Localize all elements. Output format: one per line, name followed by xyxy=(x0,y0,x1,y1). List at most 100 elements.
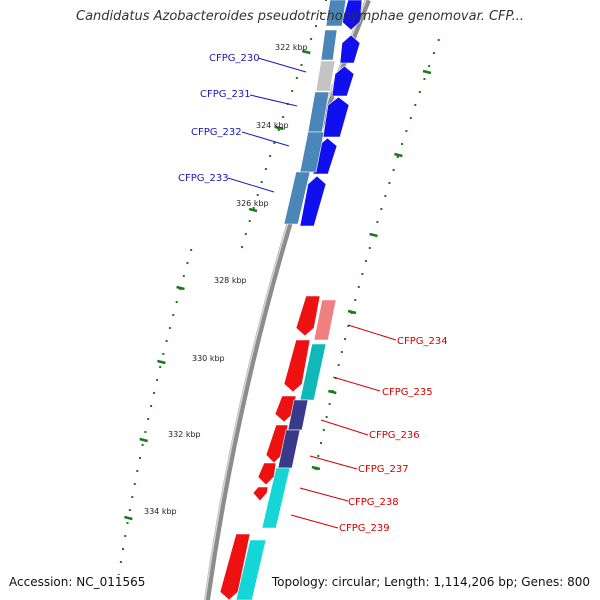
tick-dot-outer xyxy=(322,429,325,431)
tick-dot-inner xyxy=(282,116,285,118)
tick-dot-outer xyxy=(396,156,399,158)
gene-label-CFPG_232[interactable]: CFPG_232 xyxy=(191,127,242,138)
gene-block-CFPG_229[interactable] xyxy=(325,0,347,27)
tick-major xyxy=(301,49,311,55)
gene-block-CFPG_234[interactable] xyxy=(313,299,337,341)
tick-dot-outer xyxy=(401,143,404,145)
tick-dot-inner xyxy=(300,64,303,66)
tick-major xyxy=(157,359,166,365)
cds-arrow[interactable] xyxy=(339,34,361,64)
gene-block-CFPG_239[interactable] xyxy=(235,539,267,600)
leader-line xyxy=(257,57,307,73)
tick-major xyxy=(327,389,337,395)
tick-dot-outer xyxy=(325,416,328,418)
tick-label: 330 kbp xyxy=(192,354,225,363)
tick-marks xyxy=(124,49,432,521)
tick-dot-inner xyxy=(175,301,178,303)
gene-block-CFPG_233[interactable] xyxy=(283,171,311,225)
tick-dot-outer xyxy=(432,52,435,54)
tick-dot-inner xyxy=(252,207,255,209)
tick-dot-outer xyxy=(376,221,379,223)
cds-arrow[interactable] xyxy=(257,462,277,486)
cds-arrow[interactable] xyxy=(299,175,327,227)
tick-dot-inner xyxy=(168,327,171,329)
tick-dot-outer xyxy=(317,455,320,457)
tick-dot-outer xyxy=(354,299,357,301)
gene-block-CFPG_235[interactable] xyxy=(299,343,327,401)
tick-dot-inner xyxy=(136,470,139,472)
tick-dot-inner xyxy=(186,262,189,264)
tick-dot-outer xyxy=(368,247,371,249)
tick-dot-inner xyxy=(141,444,144,446)
gene-label-CFPG_236[interactable]: CFPG_236 xyxy=(369,430,420,441)
tick-dot-inner xyxy=(150,405,153,407)
tick-dot-inner xyxy=(314,25,317,27)
tick-dot-outer xyxy=(428,65,431,67)
tick-label: 328 kbp xyxy=(214,276,247,285)
tick-dot-inner xyxy=(269,155,272,157)
tick-dot-outer xyxy=(380,208,383,210)
tick-dot-inner xyxy=(147,418,150,420)
tick-dot-outer xyxy=(405,130,408,132)
gene-label-CFPG_230[interactable]: CFPG_230 xyxy=(209,53,260,64)
tick-dot-inner xyxy=(138,457,141,459)
tick-dot-outer xyxy=(409,117,412,119)
tick-dot-inner xyxy=(131,496,134,498)
tick-dot-inner xyxy=(159,366,162,368)
gene-block-CFPG_232[interactable] xyxy=(299,131,325,173)
cds-arrow[interactable] xyxy=(331,65,355,97)
gene-block-CFPG_237[interactable] xyxy=(277,429,301,469)
tick-dot-inner xyxy=(241,246,244,248)
map-title: Candidatus Azobacteroides pseudotrichony… xyxy=(76,9,524,24)
tick-dot-outer xyxy=(344,338,347,340)
gene-block-CFPG_230[interactable] xyxy=(320,29,338,61)
leader-line xyxy=(320,419,369,436)
cds-arrow[interactable] xyxy=(219,533,251,600)
gene-label-CFPG_237[interactable]: CFPG_237 xyxy=(358,464,409,475)
gene-label-CFPG_234[interactable]: CFPG_234 xyxy=(397,336,448,347)
tick-dot-inner xyxy=(273,142,276,144)
tick-major xyxy=(394,152,403,158)
tick-dot-outer xyxy=(418,91,421,93)
leader-line xyxy=(332,376,381,392)
tick-dot-inner xyxy=(153,392,156,394)
cds-arrow[interactable] xyxy=(322,96,350,138)
gene-block-CFPG_238[interactable] xyxy=(261,467,291,529)
gene-label-CFPG_231[interactable]: CFPG_231 xyxy=(200,89,251,100)
tick-major xyxy=(139,437,148,443)
gene-label-CFPG_233[interactable]: CFPG_233 xyxy=(178,173,229,184)
tick-dot-outer xyxy=(328,403,331,405)
gene-block-CFPG_236[interactable] xyxy=(287,399,309,431)
tick-dot-inner xyxy=(165,340,168,342)
tick-dot-inner xyxy=(319,12,322,14)
tick-major xyxy=(176,285,185,291)
tick-major xyxy=(369,232,378,238)
tick-label: 332 kbp xyxy=(168,430,201,439)
tick-label: 326 kbp xyxy=(236,199,269,208)
cds-arrow[interactable] xyxy=(265,424,289,464)
cds-arrow[interactable] xyxy=(295,295,321,337)
gene-label-CFPG_235[interactable]: CFPG_235 xyxy=(382,387,433,398)
leader-line xyxy=(290,514,339,529)
leader-line xyxy=(309,455,358,470)
tick-dot-outer xyxy=(392,169,395,171)
gene-label-CFPG_239[interactable]: CFPG_239 xyxy=(339,523,390,534)
tick-major xyxy=(124,515,133,521)
cds-arrow[interactable] xyxy=(283,339,311,393)
tick-dot-outer xyxy=(437,39,440,41)
tick-dot-outer xyxy=(347,325,350,327)
gene-block-gray[interactable] xyxy=(315,60,336,92)
leader-line xyxy=(241,131,290,147)
tick-dot-outer xyxy=(384,195,387,197)
tick-major xyxy=(347,309,357,315)
tick-dot-inner xyxy=(310,38,313,40)
tick-labels: 322 kbp 324 kbp 326 kbp 328 kbp 330 kbp 332 k… xyxy=(144,43,308,516)
topology-summary: Topology: circular; Length: 1,114,206 bp… xyxy=(271,575,590,589)
cds-arrow[interactable] xyxy=(252,486,269,502)
tick-label: 324 kbp xyxy=(256,121,289,130)
tick-dot-inner xyxy=(256,194,259,196)
leader-line xyxy=(299,487,349,502)
tick-dot-outer xyxy=(337,364,340,366)
gene-label-CFPG_238[interactable]: CFPG_238 xyxy=(348,497,399,508)
